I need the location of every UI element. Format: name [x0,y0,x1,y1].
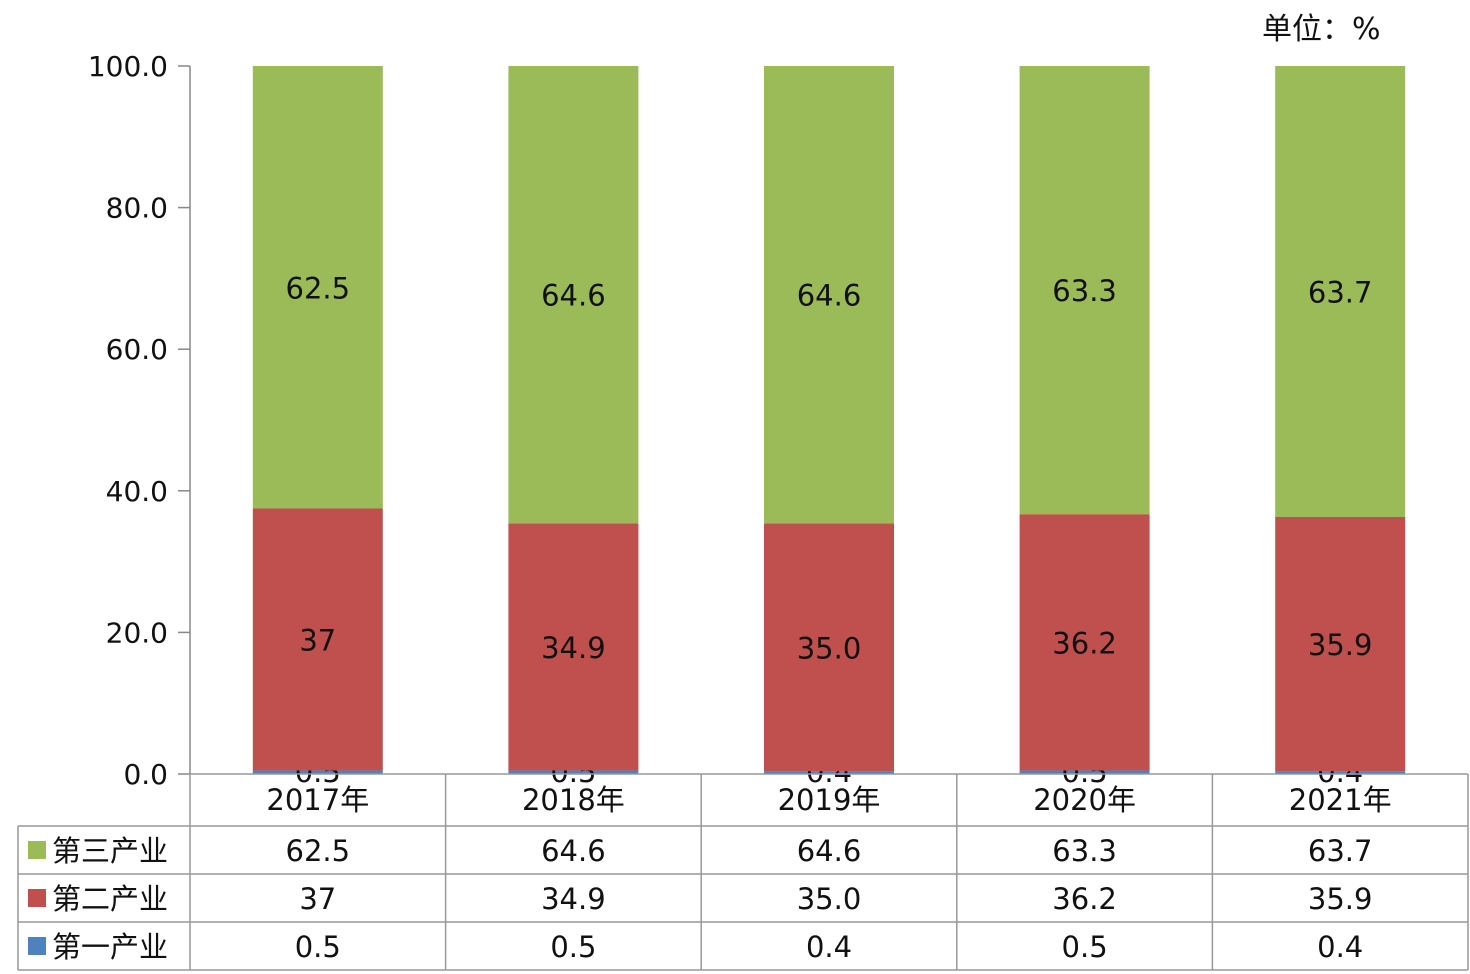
bar-segment [1275,66,1406,517]
table-cell-value: 35.9 [1308,882,1373,916]
bar-segment [508,523,639,771]
legend-swatch [28,937,46,955]
data-label: 62.5 [286,271,351,305]
bar-segment [764,66,894,524]
y-tick-label: 80.0 [106,192,168,225]
data-label: 64.6 [541,279,606,313]
table-cell-value: 0.4 [806,930,852,964]
table-cell-value: 62.5 [286,834,351,868]
table-cell-value: 0.5 [295,930,341,964]
y-tick-label: 0.0 [123,758,168,791]
bar-segment [508,66,639,524]
legend-label: 第二产业 [52,882,168,916]
y-tick-label: 100.0 [88,50,168,83]
bar-segment [252,770,383,774]
bar-segment [1019,66,1150,515]
table-cell-value: 63.3 [1052,834,1117,868]
data-label: 37 [299,623,336,657]
table-cell-value: 0.4 [1317,930,1363,964]
data-label: 36.2 [1052,626,1117,660]
data-label: 35.9 [1308,628,1373,662]
bar-segment [508,770,639,774]
legend-swatch [28,841,46,859]
bar-segment [1019,514,1150,771]
table-cell-value: 36.2 [1052,882,1117,916]
bar-segment [252,508,383,771]
table-cell-value: 35.0 [797,882,862,916]
bar-segment [764,523,894,772]
y-tick-label: 60.0 [106,333,168,366]
data-label: 64.6 [797,279,862,313]
data-label: 35.0 [797,631,862,665]
x-category-label: 2018年 [522,783,625,817]
data-label: 34.9 [541,631,606,665]
table-cell-value: 0.5 [550,930,596,964]
table-cell-value: 63.7 [1308,834,1373,868]
legend-label: 第三产业 [52,834,168,868]
table-cell-value: 34.9 [541,882,606,916]
table-cell-value: 37 [299,882,336,916]
table-cell-value: 64.6 [797,834,862,868]
y-tick-label: 20.0 [106,616,168,649]
x-category-label: 2021年 [1289,783,1392,817]
bar-segment [252,66,383,509]
bar-segment [764,771,894,774]
y-tick-label: 40.0 [106,475,168,508]
table-cell-value: 0.5 [1062,930,1108,964]
data-label: 63.7 [1308,275,1373,309]
x-category-label: 2020年 [1033,783,1136,817]
x-category-label: 2017年 [266,783,369,817]
x-category-label: 2019年 [778,783,881,817]
legend-swatch [28,889,46,907]
data-label: 63.3 [1052,274,1117,308]
table-cell-value: 64.6 [541,834,606,868]
bar-segment [1019,770,1150,774]
bar-segment [1275,516,1406,772]
unit-label: 单位：% [1262,12,1381,47]
bar-segment [1275,771,1406,774]
legend-label: 第一产业 [52,930,168,964]
